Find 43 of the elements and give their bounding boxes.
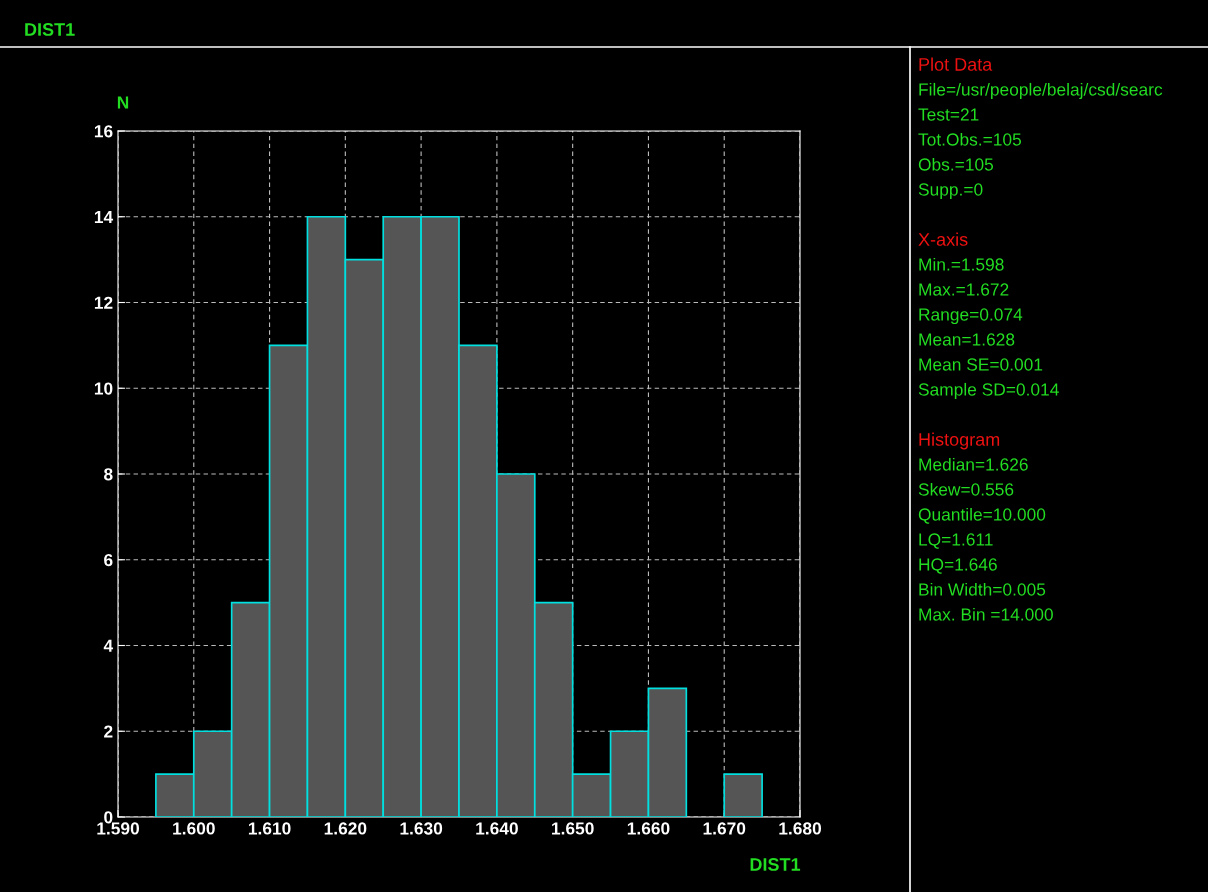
text: LQ=1.611 bbox=[919, 533, 993, 549]
x-tick-label: 1.680 bbox=[779, 822, 822, 835]
text: Tot.Obs.=105 bbox=[918, 132, 1022, 146]
x-axis-title: DIST1 bbox=[750, 858, 801, 871]
x-tick-label: 1.640 bbox=[476, 822, 518, 835]
x-tick-label: 1.630 bbox=[400, 822, 443, 835]
text: File=/usr/people/belaj/csd/searc bbox=[919, 82, 1163, 100]
text: Supp.=0 bbox=[918, 183, 983, 200]
text: Plot Data bbox=[919, 57, 993, 71]
y-tick-label: 8 bbox=[104, 468, 113, 481]
x-tick-label: 1.650 bbox=[552, 822, 594, 835]
text: X-axis bbox=[918, 232, 968, 246]
x-tick-label: 1.600 bbox=[173, 822, 215, 835]
chart-title: DIST1 bbox=[25, 23, 75, 36]
y-tick-label: 12 bbox=[94, 296, 113, 309]
text: Bin Width=0.005 bbox=[919, 582, 1046, 596]
y-tick-label: 14 bbox=[94, 211, 114, 224]
y-axis-title: N bbox=[117, 96, 129, 109]
text: Mean=1.628 bbox=[919, 333, 1015, 346]
x-tick-label: 1.620 bbox=[324, 822, 367, 835]
x-tick-label: 1.590 bbox=[97, 822, 140, 835]
text: Max. Bin =14.000 bbox=[919, 607, 1053, 621]
text: Sample SD=0.014 bbox=[918, 382, 1059, 400]
text: HQ=1.646 bbox=[919, 558, 997, 574]
x-tick-label: 1.660 bbox=[627, 822, 670, 835]
y-tick-label: 6 bbox=[104, 553, 113, 567]
y-tick-label: 4 bbox=[103, 639, 114, 652]
text: Test=21 bbox=[918, 108, 979, 121]
text: Mean SE=0.001 bbox=[919, 358, 1043, 371]
text: Range=0.074 bbox=[919, 308, 1023, 325]
text: Quantile=10.000 bbox=[918, 507, 1046, 524]
text: Median=1.626 bbox=[919, 457, 1028, 471]
x-tick-label: 1.610 bbox=[248, 822, 291, 835]
text: Skew=0.556 bbox=[918, 482, 1014, 496]
text: Min.=1.598 bbox=[919, 257, 1004, 271]
y-tick-label: 2 bbox=[104, 725, 113, 738]
text: Max.=1.672 bbox=[919, 283, 1009, 296]
x-tick-label: 1.670 bbox=[703, 822, 746, 835]
text: Histogram bbox=[919, 432, 1000, 450]
y-tick-label: 16 bbox=[94, 125, 113, 138]
y-tick-label: 0 bbox=[104, 811, 113, 824]
y-tick-label: 10 bbox=[94, 382, 113, 395]
text: Obs.=105 bbox=[918, 157, 994, 171]
